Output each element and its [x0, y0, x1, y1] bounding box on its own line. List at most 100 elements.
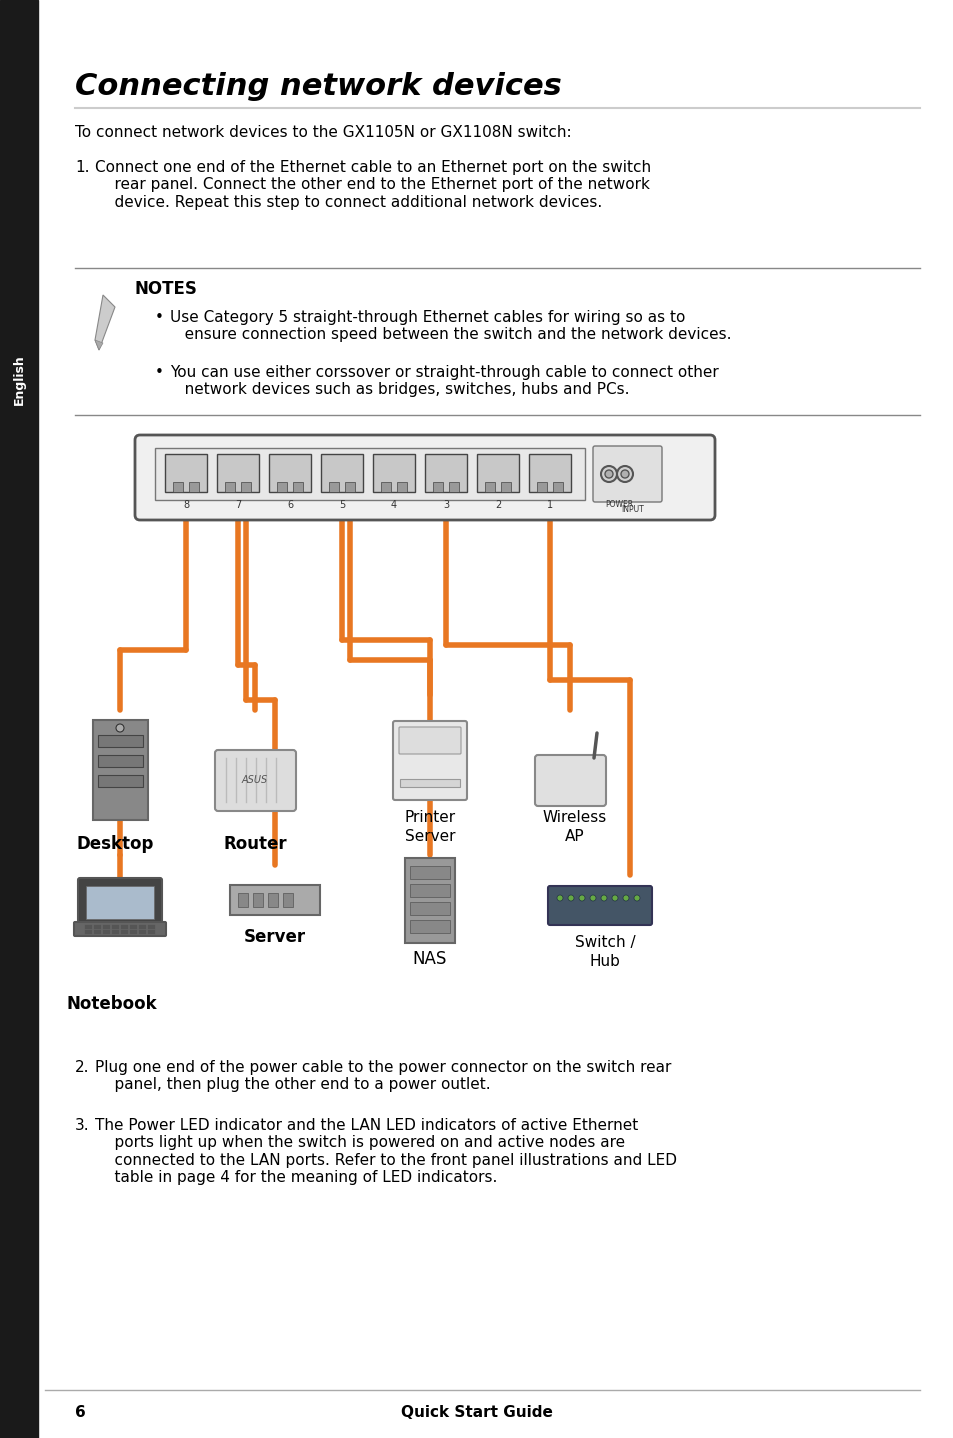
Bar — [112, 930, 119, 935]
Bar — [396, 482, 407, 492]
Text: Router: Router — [223, 835, 287, 853]
Bar — [230, 884, 319, 915]
Bar — [165, 454, 207, 492]
Bar — [139, 925, 146, 929]
Bar — [241, 482, 251, 492]
Polygon shape — [95, 339, 103, 349]
FancyBboxPatch shape — [135, 436, 714, 521]
Text: 4: 4 — [391, 500, 396, 510]
Text: Quick Start Guide: Quick Start Guide — [400, 1405, 553, 1419]
Text: 3.: 3. — [75, 1117, 90, 1133]
Text: Desktop: Desktop — [76, 835, 153, 853]
FancyBboxPatch shape — [398, 728, 460, 754]
FancyBboxPatch shape — [535, 755, 605, 807]
FancyBboxPatch shape — [593, 446, 661, 502]
Text: 1.: 1. — [75, 160, 90, 175]
Bar — [283, 893, 293, 907]
Bar — [484, 482, 495, 492]
Text: 2.: 2. — [75, 1060, 90, 1076]
Bar — [94, 925, 101, 929]
Bar — [103, 930, 110, 935]
Bar — [329, 482, 338, 492]
Bar — [373, 454, 415, 492]
Bar — [320, 454, 363, 492]
Polygon shape — [95, 295, 115, 349]
Bar — [225, 482, 234, 492]
Text: NOTES: NOTES — [135, 280, 197, 298]
Circle shape — [617, 466, 633, 482]
Bar — [85, 930, 91, 935]
Text: 5: 5 — [338, 500, 345, 510]
Bar — [268, 893, 277, 907]
Circle shape — [622, 894, 628, 902]
Text: •: • — [154, 311, 164, 325]
Bar — [94, 930, 101, 935]
Bar — [121, 930, 128, 935]
Bar — [433, 482, 442, 492]
Bar — [410, 920, 450, 933]
Text: Plug one end of the power cable to the power connector on the switch rear
    pa: Plug one end of the power cable to the p… — [95, 1060, 671, 1093]
Bar — [98, 735, 143, 746]
Bar — [269, 454, 311, 492]
Text: Switch /
Hub: Switch / Hub — [574, 935, 635, 969]
Text: Server: Server — [244, 928, 306, 946]
Bar — [405, 858, 455, 943]
Text: 3: 3 — [442, 500, 449, 510]
Text: Notebook: Notebook — [67, 995, 157, 1012]
Bar — [139, 930, 146, 935]
Text: •: • — [154, 365, 164, 380]
Bar — [500, 482, 511, 492]
Bar — [130, 925, 137, 929]
Text: To connect network devices to the GX1105N or GX1108N switch:: To connect network devices to the GX1105… — [75, 125, 571, 139]
Bar — [537, 482, 546, 492]
Bar — [103, 925, 110, 929]
Bar — [380, 482, 391, 492]
Text: 6: 6 — [287, 500, 293, 510]
Text: INPUT: INPUT — [621, 505, 643, 513]
Text: English: English — [12, 355, 26, 406]
Circle shape — [578, 894, 584, 902]
Text: POWER: POWER — [604, 500, 633, 509]
Text: 8: 8 — [183, 500, 189, 510]
Bar — [0, 0, 38, 1438]
Bar — [172, 482, 183, 492]
Bar — [553, 482, 562, 492]
Bar — [148, 930, 154, 935]
FancyBboxPatch shape — [393, 720, 467, 800]
FancyBboxPatch shape — [74, 922, 166, 936]
FancyBboxPatch shape — [547, 886, 651, 925]
Text: 1: 1 — [546, 500, 553, 510]
Circle shape — [557, 894, 562, 902]
Bar — [424, 454, 467, 492]
Text: The Power LED indicator and the LAN LED indicators of active Ethernet
    ports : The Power LED indicator and the LAN LED … — [95, 1117, 677, 1185]
Bar — [189, 482, 199, 492]
Text: Connecting network devices: Connecting network devices — [75, 72, 561, 101]
Circle shape — [634, 894, 639, 902]
Circle shape — [567, 894, 574, 902]
Circle shape — [604, 470, 613, 477]
Bar — [410, 884, 450, 897]
Bar — [449, 482, 458, 492]
Circle shape — [612, 894, 618, 902]
Bar — [410, 902, 450, 915]
Text: 7: 7 — [234, 500, 241, 510]
Bar — [98, 775, 143, 787]
Bar — [85, 925, 91, 929]
FancyBboxPatch shape — [214, 751, 295, 811]
Bar — [237, 893, 248, 907]
Bar — [253, 893, 263, 907]
Bar — [345, 482, 355, 492]
FancyBboxPatch shape — [78, 879, 162, 928]
Text: NAS: NAS — [413, 951, 447, 968]
Text: Use Category 5 straight-through Ethernet cables for wiring so as to
   ensure co: Use Category 5 straight-through Ethernet… — [170, 311, 731, 342]
Bar — [92, 720, 148, 820]
Bar — [86, 886, 153, 919]
Text: 6: 6 — [75, 1405, 86, 1419]
Bar — [476, 454, 518, 492]
Text: Connect one end of the Ethernet cable to an Ethernet port on the switch
    rear: Connect one end of the Ethernet cable to… — [95, 160, 651, 210]
Circle shape — [600, 894, 606, 902]
Text: You can use either corssover or straight-through cable to connect other
   netwo: You can use either corssover or straight… — [170, 365, 718, 397]
Text: ASUS: ASUS — [242, 775, 268, 785]
Bar — [98, 755, 143, 766]
Bar — [130, 930, 137, 935]
